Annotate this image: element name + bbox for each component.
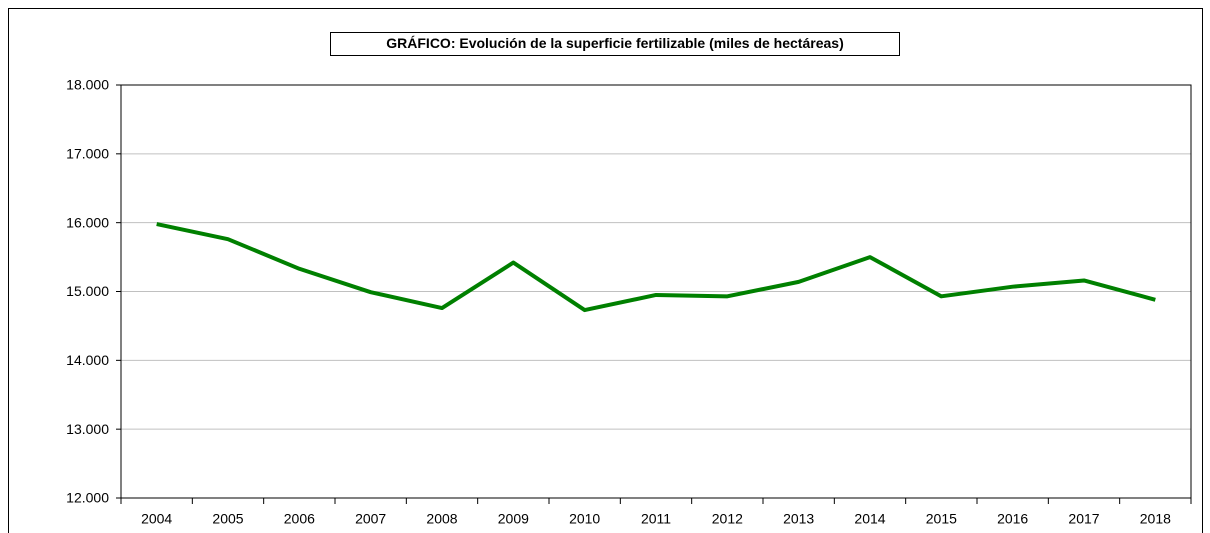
data-line xyxy=(156,222,1156,313)
x-tick-label: 2010 xyxy=(569,511,600,527)
x-tick-label: 2014 xyxy=(854,511,885,527)
x-tick-label: 2008 xyxy=(426,511,457,527)
y-tick-label: 15.000 xyxy=(66,283,109,299)
y-tick-label: 18.000 xyxy=(66,77,109,93)
y-tick-label: 17.000 xyxy=(66,146,109,162)
y-tick-label: 14.000 xyxy=(66,352,109,368)
y-tick-label: 12.000 xyxy=(66,490,109,506)
x-tick-label: 2009 xyxy=(498,511,529,527)
x-tick-label: 2004 xyxy=(141,511,172,527)
x-tick-label: 2013 xyxy=(783,511,814,527)
x-tick-label: 2016 xyxy=(997,511,1028,527)
x-tick-label: 2006 xyxy=(284,511,315,527)
x-tick-label: 2018 xyxy=(1140,511,1171,527)
x-tick-label: 2011 xyxy=(641,511,671,527)
title-box xyxy=(330,32,900,56)
x-tick-label: 2015 xyxy=(926,511,957,527)
x-tick-label: 2005 xyxy=(212,511,243,527)
x-tick-label: 2007 xyxy=(355,511,386,527)
x-tick-label: 2017 xyxy=(1068,511,1099,527)
x-tick-label: 2012 xyxy=(712,511,743,527)
chart-title: GRÁFICO: Evolución de la superficie fert… xyxy=(386,35,843,51)
chart-border xyxy=(8,8,1203,533)
y-tick-label: 16.000 xyxy=(66,214,109,230)
y-tick-label: 13.000 xyxy=(66,421,109,437)
plot-border xyxy=(120,84,1192,499)
